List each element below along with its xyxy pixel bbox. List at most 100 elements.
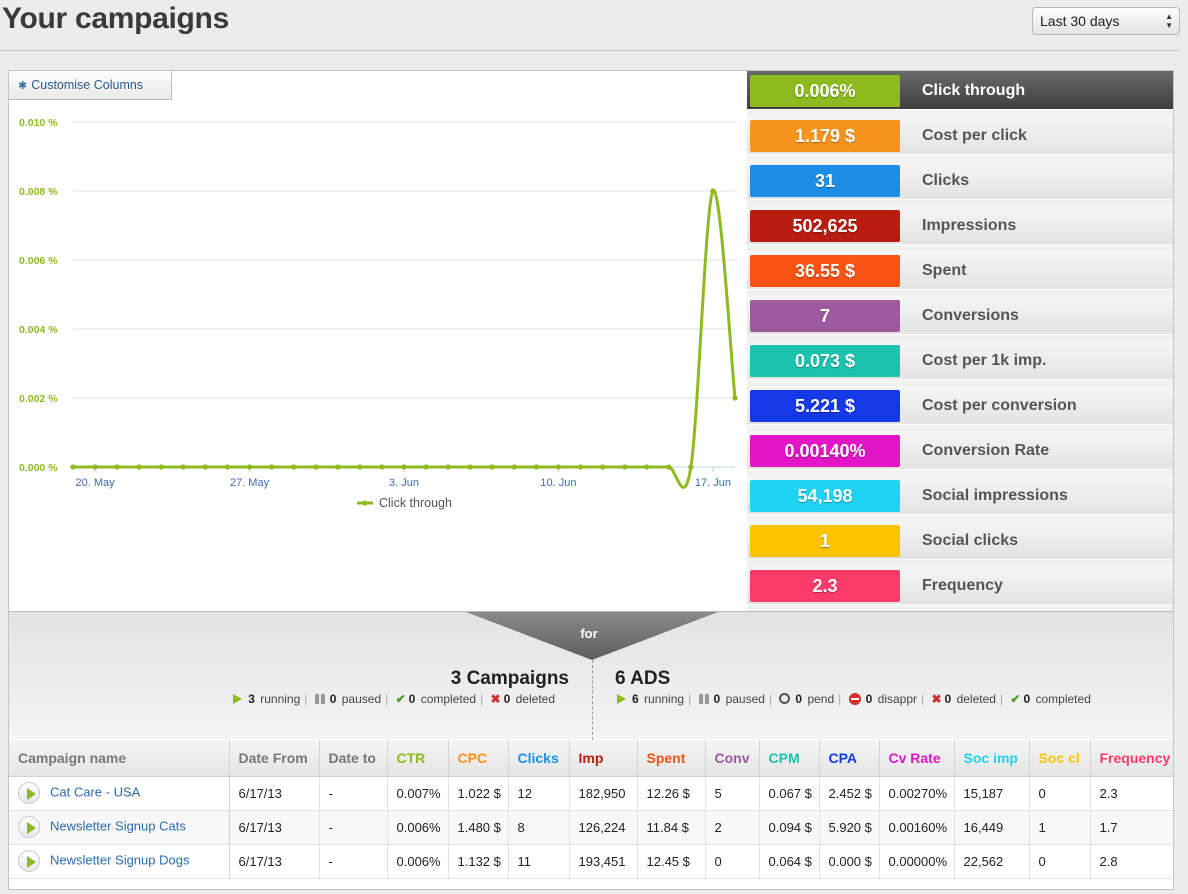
campaign-status-running[interactable]: 3 running |	[233, 692, 307, 706]
date-range-select[interactable]: Last 30 days ▲ ▼	[1032, 7, 1180, 35]
click-through-chart: 0.000 % 0.002 % 0.004 % 0.006 % 0.008 % 0.010…	[19, 117, 738, 510]
table-cell: 182,950	[569, 776, 638, 811]
column-header[interactable]: Conv	[705, 740, 760, 777]
metric-row[interactable]: 0.00140% Conversion Rate	[747, 431, 1173, 470]
y-tick-label: 0.010 %	[19, 117, 58, 129]
legend-label: Click through	[379, 496, 452, 510]
metric-row[interactable]: 54,198 Social impressions	[747, 476, 1173, 515]
column-header[interactable]: Frequency	[1090, 740, 1173, 777]
campaign-status-paused[interactable]: 0 paused |	[314, 692, 388, 706]
metric-row[interactable]: 0.006% Click through	[747, 71, 1173, 110]
column-header[interactable]: Spent	[637, 740, 706, 777]
play-icon	[617, 694, 626, 704]
column-header[interactable]: Imp	[569, 740, 638, 777]
column-header[interactable]: Clicks	[508, 740, 570, 777]
metric-label: Social impressions	[922, 487, 1068, 504]
campaign-link[interactable]: Newsletter Signup Dogs	[50, 852, 190, 868]
metric-label: Click through	[922, 82, 1026, 99]
ads-status-running[interactable]: 6 running |	[617, 692, 691, 706]
data-point	[555, 464, 562, 470]
metric-row[interactable]: 7 Conversions	[747, 296, 1173, 335]
ads-status-deleted[interactable]: ✖ 0 deleted |	[931, 692, 1004, 706]
metric-value: 1.179 $	[750, 120, 900, 152]
play-icon[interactable]	[18, 850, 40, 872]
customise-columns-button[interactable]: ✱ Customise Columns	[9, 71, 172, 100]
campaigns-count: 3 Campaigns	[450, 668, 569, 689]
check-icon: ✔	[1010, 692, 1021, 706]
campaign-link[interactable]: Cat Care - USA	[50, 784, 141, 800]
metric-label: Clicks	[922, 172, 970, 189]
column-header[interactable]: Soc cl	[1029, 740, 1091, 777]
metric-value: 0.073 $	[750, 345, 900, 377]
metric-row[interactable]: 0.073 $ Cost per 1k imp.	[747, 341, 1173, 380]
column-header[interactable]: CPM	[759, 740, 820, 777]
campaign-status-completed[interactable]: ✔ 0 completed |	[395, 692, 484, 706]
x-tick-label: 10. Jun	[540, 477, 576, 489]
metric-row[interactable]: 5.221 $ Cost per conversion	[747, 386, 1173, 425]
table-cell: 0.094 $	[759, 810, 820, 845]
x-tick-label: 3. Jun	[389, 477, 419, 489]
column-header[interactable]: Soc imp	[954, 740, 1030, 777]
table-cell: 22,562	[954, 844, 1030, 879]
data-point	[114, 464, 120, 470]
table-cell: 0.064 $	[759, 844, 820, 879]
column-header[interactable]: CPC	[448, 740, 509, 777]
data-point	[335, 464, 341, 470]
x-tick-label: 20. May	[75, 477, 115, 489]
chart-area: ✱ Customise Columns 0.000 % 0.002 % 0.004 %…	[9, 71, 747, 611]
table-cell: 193,451	[569, 844, 638, 879]
pause-icon	[314, 694, 325, 704]
column-header[interactable]: CPA	[819, 740, 880, 777]
play-icon[interactable]	[18, 782, 40, 804]
data-point	[489, 464, 495, 470]
data-point	[600, 464, 606, 470]
table-cell: 2	[705, 810, 760, 845]
metric-row[interactable]: 31 Clicks	[747, 161, 1173, 200]
metrics-list: 0.006% Click through 1.179 $ Cost per click…	[747, 71, 1173, 611]
metric-value: 5.221 $	[750, 390, 900, 422]
customise-columns-label: Customise Columns	[31, 78, 144, 92]
table-cell: 1	[1029, 810, 1091, 845]
metric-row[interactable]: 1.179 $ Cost per click	[747, 116, 1173, 155]
summary-section: for 3 Campaigns 3 running | 0 paused | ✔ 0 …	[9, 611, 1173, 740]
table-cell: 0.00160%	[879, 810, 955, 845]
for-label: for	[580, 626, 598, 641]
ads-status-pend[interactable]: 0 pend |	[779, 692, 841, 706]
data-point	[732, 395, 738, 401]
metric-row[interactable]: 36.55 $ Spent	[747, 251, 1173, 290]
y-tick-label: 0.002 %	[19, 393, 58, 405]
table-row: Newsletter Signup Cats 6/17/13-0.006% 1.48…	[9, 810, 1173, 845]
data-point	[291, 464, 297, 470]
table-cell: 5.920 $	[819, 810, 880, 845]
check-icon: ✔	[395, 692, 406, 706]
table-cell: 0.006%	[387, 844, 449, 879]
metric-value: 1	[750, 525, 900, 557]
play-icon[interactable]	[18, 816, 40, 838]
ads-status-completed[interactable]: ✔ 0 completed	[1010, 692, 1091, 706]
metric-label: Cost per conversion	[922, 397, 1077, 414]
no-entry-icon	[848, 693, 861, 705]
column-header[interactable]: CTR	[387, 740, 449, 777]
column-header[interactable]: Date to	[319, 740, 388, 777]
table-cell: 0.067 $	[759, 776, 820, 811]
campaign-status-deleted[interactable]: ✖ 0 deleted	[490, 692, 555, 706]
table-cell: 11	[508, 844, 570, 879]
ads-status-paused[interactable]: 0 paused |	[698, 692, 772, 706]
data-point	[666, 464, 672, 470]
metric-row[interactable]: 2.3 Frequency	[747, 566, 1173, 605]
column-header[interactable]: Cv Rate	[879, 740, 955, 777]
ads-status-disappr[interactable]: 0 disappr |	[848, 692, 924, 706]
metric-value: 36.55 $	[750, 255, 900, 287]
column-header[interactable]: Campaign name	[9, 740, 230, 777]
table-cell: 0.000 $	[819, 844, 880, 879]
campaign-link[interactable]: Newsletter Signup Cats	[50, 818, 186, 834]
table-row: Cat Care - USA 6/17/13-0.007% 1.022 $12 182…	[9, 776, 1173, 811]
table-cell: -	[319, 810, 388, 845]
gear-icon: ✱	[18, 80, 28, 92]
metric-value: 0.00140%	[750, 435, 900, 467]
table-header-row: Campaign name Date From Date to CTR CPC Click…	[9, 740, 1173, 777]
y-tick-label: 0.006 %	[19, 255, 58, 267]
metric-row[interactable]: 1 Social clicks	[747, 521, 1173, 560]
column-header[interactable]: Date From	[229, 740, 320, 777]
metric-row[interactable]: 502,625 Impressions	[747, 206, 1173, 245]
